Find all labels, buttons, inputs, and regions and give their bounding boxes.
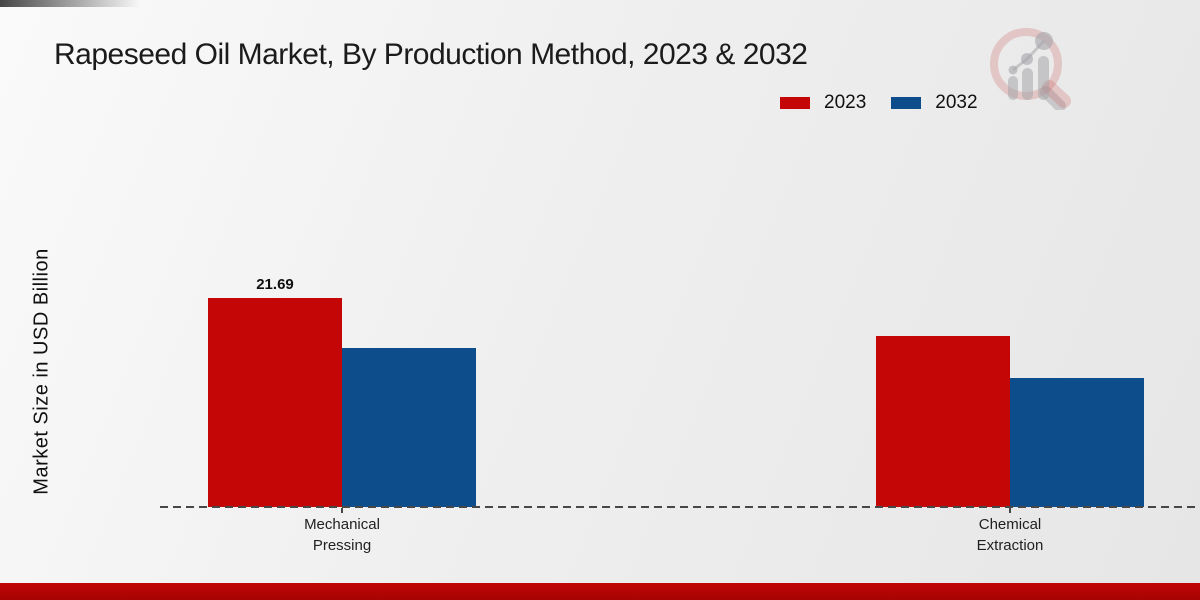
legend-swatch-2032 [890, 96, 923, 110]
legend-label-2032: 2032 [935, 92, 978, 113]
bar-2032-chemical-extraction [1010, 377, 1144, 507]
category-label-chemical-extraction: Chemical Extraction [976, 516, 1044, 554]
legend-label-2023: 2023 [824, 92, 867, 113]
value-label-2023-21-69: 21.69 [256, 276, 294, 293]
x-axis-tick-mechanical-pressing [341, 508, 343, 513]
legend-item-2032: 2032 [890, 92, 978, 114]
footer-accent-bar [0, 583, 1200, 600]
x-axis-baseline [160, 506, 1195, 508]
bar-2032-mechanical-pressing [342, 348, 476, 507]
category-label-mechanical-pressing: Mechanical Pressing [304, 516, 380, 554]
magnifier-bar-chart-watermark-icon [990, 28, 1071, 110]
top-left-shadow-decoration [0, 0, 140, 7]
bar-2023-chemical-extraction [876, 336, 1010, 507]
x-axis-tick-chemical-extraction [1009, 508, 1011, 513]
chart-title: Rapeseed Oil Market, By Production Metho… [54, 38, 808, 71]
legend-swatch-2023 [779, 96, 811, 110]
legend: 2023 2032 [779, 92, 978, 114]
bar-2023-mechanical-pressing [208, 298, 342, 507]
legend-item-2023: 2023 [779, 92, 866, 114]
